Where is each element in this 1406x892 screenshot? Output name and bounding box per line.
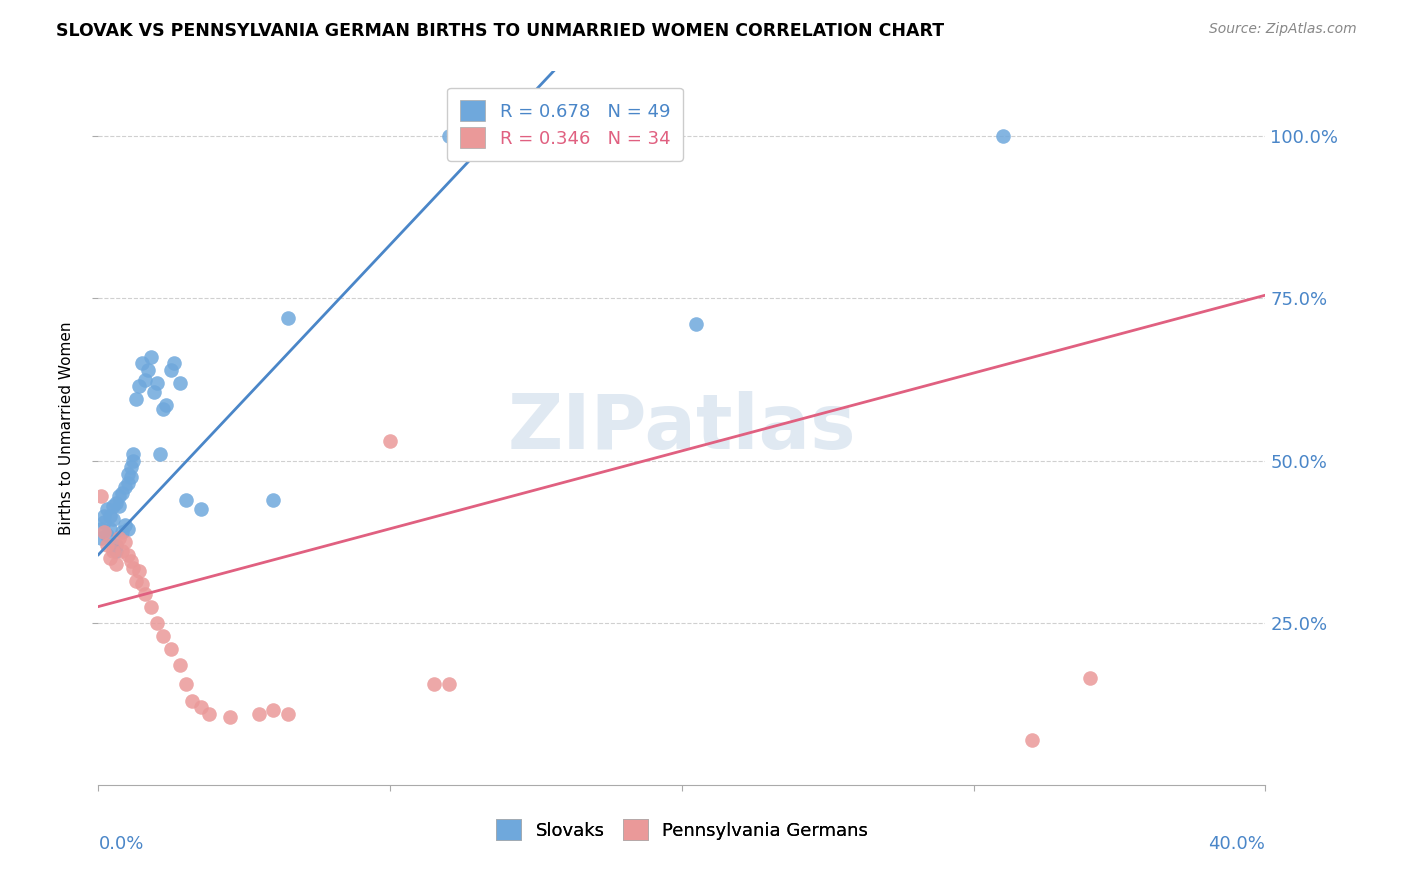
- Point: [991, 129, 1014, 144]
- Point: [190, 502, 212, 516]
- Point: [125, 574, 148, 588]
- Point: [90, 532, 112, 546]
- Point: [277, 310, 299, 325]
- Point: [277, 706, 299, 721]
- Point: [104, 538, 127, 552]
- Point: [142, 385, 165, 400]
- Point: [180, 693, 202, 707]
- Point: [423, 677, 446, 691]
- Y-axis label: Births to Unmarried Women: Births to Unmarried Women: [59, 321, 75, 535]
- Point: [114, 518, 136, 533]
- Point: [117, 548, 139, 562]
- Point: [128, 564, 150, 578]
- Point: [117, 476, 139, 491]
- Point: [169, 657, 191, 672]
- Point: [190, 700, 212, 714]
- Point: [131, 577, 153, 591]
- Point: [380, 434, 402, 449]
- Point: [111, 486, 134, 500]
- Point: [120, 554, 142, 568]
- Point: [218, 710, 240, 724]
- Point: [111, 524, 134, 539]
- Point: [98, 550, 121, 565]
- Point: [174, 677, 197, 691]
- Point: [104, 558, 127, 572]
- Point: [114, 534, 136, 549]
- Point: [93, 524, 115, 539]
- Point: [169, 376, 191, 390]
- Text: 0.0%: 0.0%: [98, 835, 143, 853]
- Point: [134, 372, 156, 386]
- Point: [131, 356, 153, 370]
- Legend: Slovaks, Pennsylvania Germans: Slovaks, Pennsylvania Germans: [488, 812, 876, 847]
- Point: [146, 615, 169, 630]
- Point: [104, 496, 127, 510]
- Point: [117, 467, 139, 481]
- Point: [174, 492, 197, 507]
- Point: [152, 401, 174, 416]
- Point: [117, 522, 139, 536]
- Point: [198, 706, 221, 721]
- Point: [90, 522, 112, 536]
- Point: [122, 447, 145, 461]
- Point: [98, 508, 121, 523]
- Point: [114, 479, 136, 493]
- Point: [125, 392, 148, 406]
- Point: [96, 502, 118, 516]
- Point: [120, 470, 142, 484]
- Point: [90, 489, 112, 503]
- Point: [101, 499, 124, 513]
- Point: [93, 515, 115, 529]
- Point: [104, 544, 127, 558]
- Point: [262, 492, 284, 507]
- Point: [134, 586, 156, 600]
- Point: [122, 453, 145, 467]
- Text: Source: ZipAtlas.com: Source: ZipAtlas.com: [1209, 22, 1357, 37]
- Point: [437, 677, 460, 691]
- Point: [1080, 671, 1102, 685]
- Point: [96, 528, 118, 542]
- Point: [122, 560, 145, 574]
- Point: [139, 599, 162, 614]
- Point: [1021, 732, 1043, 747]
- Point: [128, 379, 150, 393]
- Point: [93, 508, 115, 523]
- Point: [146, 376, 169, 390]
- Point: [451, 129, 474, 144]
- Point: [108, 499, 131, 513]
- Point: [111, 544, 134, 558]
- Point: [108, 532, 131, 546]
- Point: [98, 522, 121, 536]
- Point: [437, 129, 460, 144]
- Point: [152, 629, 174, 643]
- Point: [101, 544, 124, 558]
- Point: [160, 641, 183, 656]
- Point: [685, 318, 707, 332]
- Text: ZIPatlas: ZIPatlas: [508, 392, 856, 465]
- Point: [160, 363, 183, 377]
- Point: [136, 363, 159, 377]
- Point: [451, 129, 474, 144]
- Point: [155, 399, 177, 413]
- Text: SLOVAK VS PENNSYLVANIA GERMAN BIRTHS TO UNMARRIED WOMEN CORRELATION CHART: SLOVAK VS PENNSYLVANIA GERMAN BIRTHS TO …: [56, 22, 945, 40]
- Text: 40.0%: 40.0%: [1209, 835, 1265, 853]
- Point: [120, 460, 142, 475]
- Point: [247, 706, 270, 721]
- Point: [262, 703, 284, 717]
- Point: [108, 489, 131, 503]
- Point: [163, 356, 186, 370]
- Point: [101, 512, 124, 526]
- Point: [149, 447, 172, 461]
- Point: [139, 350, 162, 364]
- Point: [96, 538, 118, 552]
